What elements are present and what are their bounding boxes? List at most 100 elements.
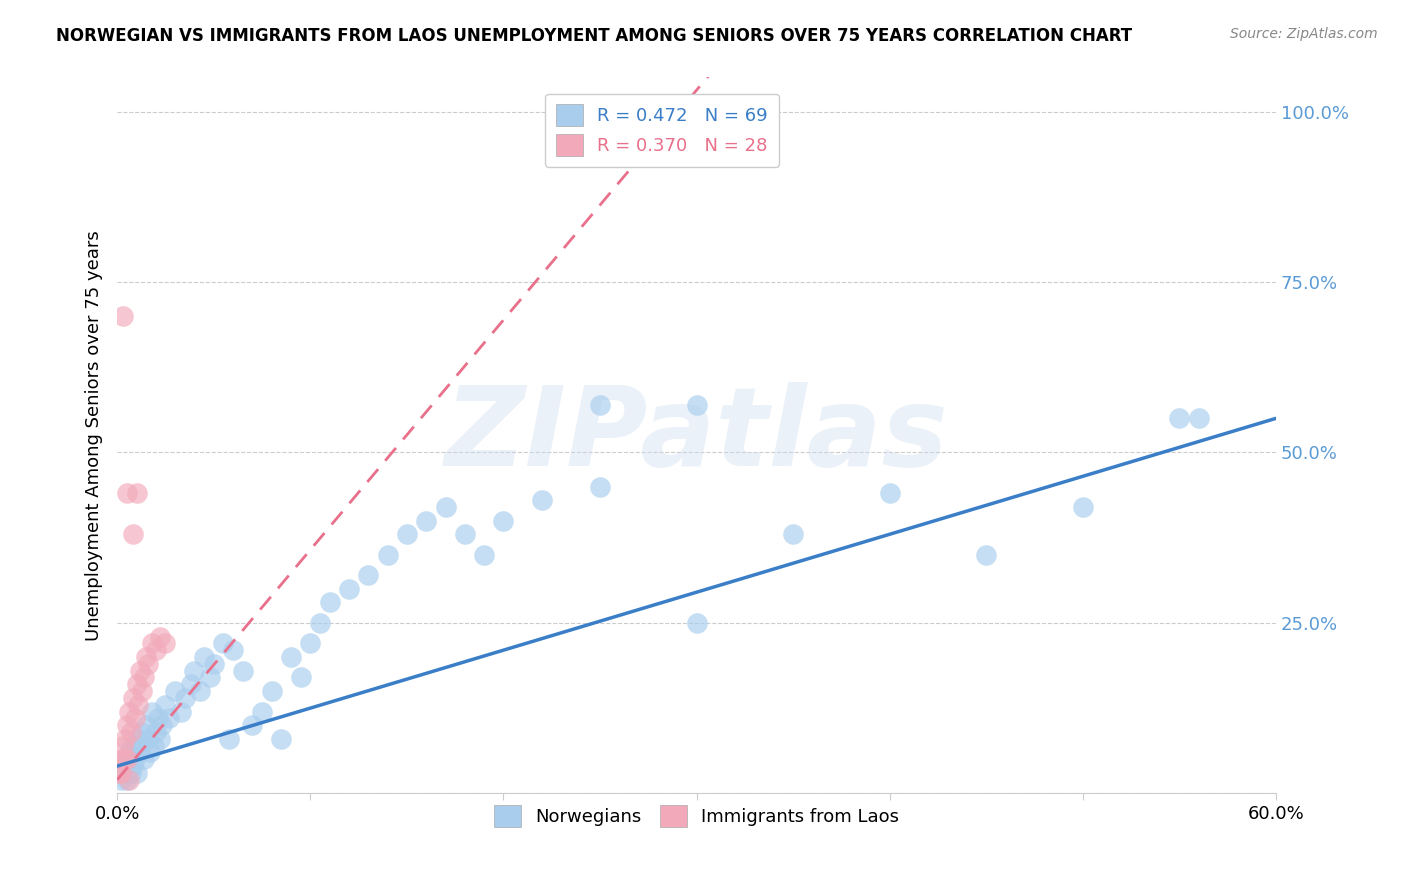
Point (134, 752, 156, 766)
Point (155, 636, 177, 650)
Point (434, 500, 457, 514)
Point (685, 615, 707, 630)
Point (125, 765, 148, 780)
Point (110, 765, 132, 780)
Point (318, 595, 340, 609)
Point (685, 398, 707, 412)
Point (136, 731, 159, 746)
Point (170, 705, 193, 719)
Point (145, 643, 167, 657)
Point (270, 731, 292, 746)
Point (125, 677, 148, 691)
Point (377, 548, 399, 562)
Point (782, 527, 804, 541)
Point (589, 479, 612, 493)
Point (1188, 411, 1211, 425)
Point (149, 731, 172, 746)
Point (111, 759, 134, 773)
Point (155, 698, 177, 712)
Point (114, 765, 136, 780)
Point (136, 657, 159, 671)
Point (121, 759, 143, 773)
Point (198, 670, 221, 684)
Point (454, 527, 477, 541)
Point (299, 636, 322, 650)
Point (149, 630, 172, 644)
Point (218, 731, 240, 746)
Point (115, 718, 138, 732)
Point (1168, 411, 1191, 425)
Point (145, 725, 167, 739)
Point (127, 746, 149, 760)
Point (146, 711, 169, 725)
Point (974, 548, 997, 562)
Point (125, 731, 148, 746)
Point (131, 684, 153, 698)
Text: Source: ZipAtlas.com: Source: ZipAtlas.com (1230, 27, 1378, 41)
Point (129, 664, 152, 678)
Point (115, 752, 138, 766)
Point (135, 718, 157, 732)
Point (114, 752, 136, 766)
Point (124, 711, 146, 725)
Point (1071, 500, 1094, 514)
Point (121, 527, 143, 541)
Point (309, 615, 332, 630)
Point (129, 739, 152, 753)
Point (141, 705, 163, 719)
Legend: Norwegians, Immigrants from Laos: Norwegians, Immigrants from Laos (486, 798, 907, 834)
Point (260, 684, 283, 698)
Point (157, 711, 180, 725)
Point (280, 650, 302, 665)
Point (150, 718, 173, 732)
Point (131, 725, 153, 739)
Point (250, 705, 273, 719)
Point (120, 765, 142, 780)
Text: ZIPatlas: ZIPatlas (444, 382, 949, 489)
Point (125, 486, 148, 500)
Point (135, 650, 157, 665)
Point (202, 657, 225, 671)
Point (115, 752, 138, 766)
Point (124, 752, 146, 766)
Point (492, 514, 515, 528)
Point (142, 739, 165, 753)
Point (120, 739, 142, 753)
Point (118, 746, 141, 760)
Y-axis label: Unemployment Among Seniors over 75 years: Unemployment Among Seniors over 75 years (86, 230, 103, 640)
Point (110, 752, 132, 766)
Point (165, 684, 187, 698)
Point (134, 670, 156, 684)
Point (141, 636, 163, 650)
Point (108, 765, 131, 780)
Point (118, 772, 141, 787)
Point (357, 568, 380, 582)
Point (589, 398, 612, 412)
Point (188, 684, 211, 698)
Point (173, 690, 195, 705)
Point (531, 493, 554, 508)
Point (193, 650, 215, 665)
Point (232, 664, 254, 678)
Point (127, 698, 149, 712)
Point (115, 772, 138, 787)
Point (222, 643, 245, 657)
Point (120, 725, 142, 739)
Point (139, 746, 162, 760)
Point (472, 548, 495, 562)
Point (111, 309, 134, 323)
Point (110, 772, 132, 787)
Point (111, 739, 134, 753)
Point (183, 664, 205, 678)
Point (212, 636, 235, 650)
Point (114, 731, 136, 746)
Point (415, 514, 437, 528)
Point (337, 582, 360, 596)
Point (115, 486, 138, 500)
Point (121, 690, 143, 705)
Point (395, 527, 418, 541)
Point (118, 705, 141, 719)
Point (242, 718, 264, 732)
Point (290, 670, 312, 684)
Point (879, 486, 901, 500)
